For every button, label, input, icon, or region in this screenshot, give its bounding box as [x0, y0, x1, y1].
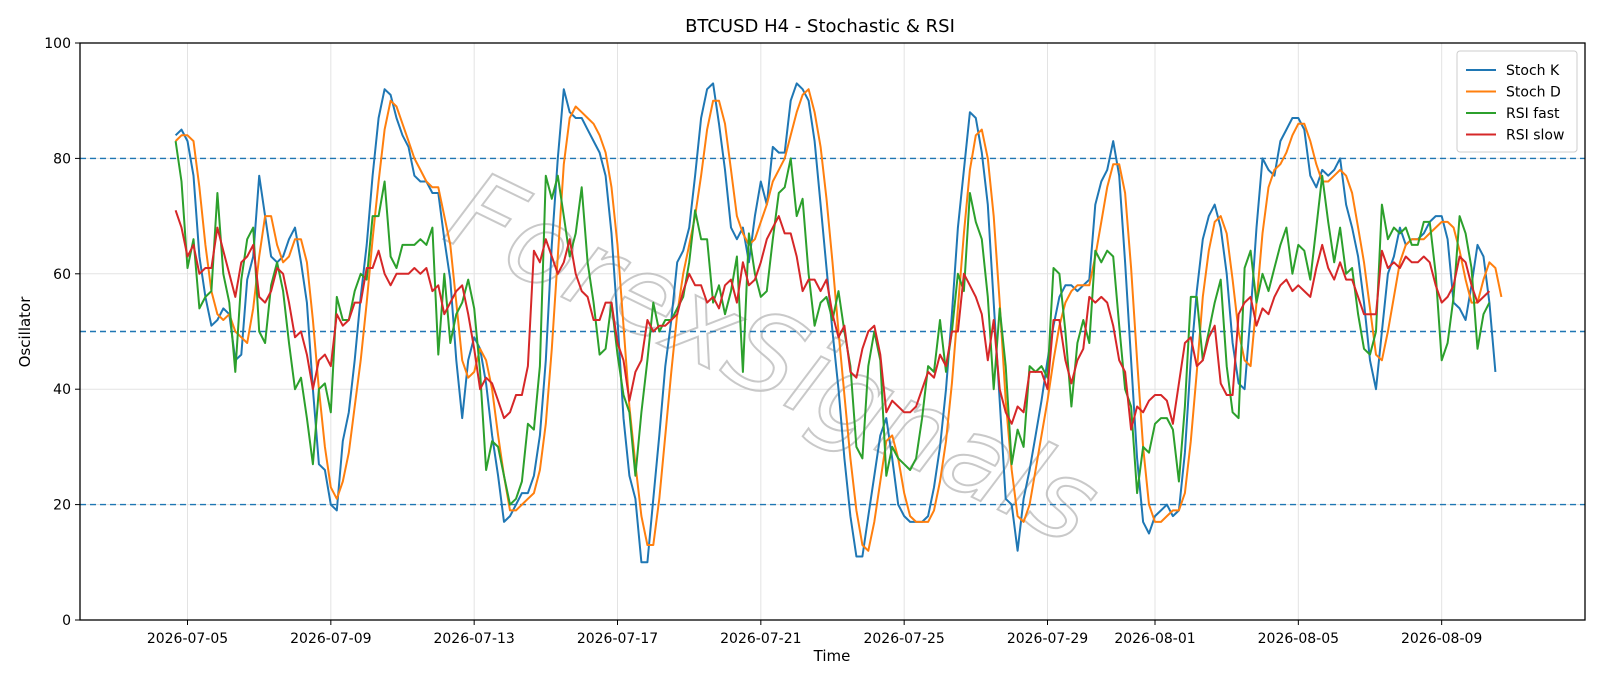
y-tick-label: 100 [44, 36, 71, 52]
series-line-rsi-slow [174, 209, 1491, 431]
legend-label: Stoch D [1506, 85, 1561, 101]
x-axis-title: Time [813, 647, 851, 665]
x-tick-label: 2026-08-05 [1258, 631, 1339, 647]
legend: Stoch K Stoch D RSI fast RSI slow [1456, 50, 1578, 153]
x-tick-label: 2026-07-17 [577, 631, 658, 647]
y-tick-label: 80 [53, 151, 71, 167]
series-line-rsi-fast [174, 140, 1491, 506]
x-tick-label: 2026-07-25 [863, 631, 944, 647]
x-tick-label: 2026-08-09 [1401, 631, 1482, 647]
x-tick-label: 2026-07-21 [720, 631, 801, 647]
y-tick-label: 20 [53, 498, 71, 514]
x-tick-label: 2026-07-09 [290, 631, 371, 647]
y-axis-title: Oscillator [16, 296, 34, 368]
x-tick-label: 2026-07-29 [1007, 631, 1088, 647]
x-tick-label: 2026-08-01 [1114, 631, 1195, 647]
legend-label: RSI fast [1506, 106, 1560, 122]
legend-label: Stoch K [1506, 63, 1560, 79]
legend-label: RSI slow [1506, 128, 1564, 144]
tick-layer: 0 20 40 60 80 100 2026-07-05 2026-07-09 2026-07-… [44, 36, 1482, 647]
x-tick-label: 2026-07-05 [147, 631, 228, 647]
series-line-stoch-d [174, 88, 1503, 552]
plot-frame [79, 42, 1586, 621]
x-tick-label: 2026-07-13 [433, 631, 514, 647]
series-layer [174, 82, 1503, 564]
legend-box [1456, 50, 1578, 153]
y-tick-label: 0 [62, 613, 71, 629]
y-tick-label: 60 [53, 267, 71, 283]
chart-title: BTCUSD H4 - Stochastic & RSI [685, 16, 955, 37]
y-tick-label: 40 [53, 382, 71, 398]
